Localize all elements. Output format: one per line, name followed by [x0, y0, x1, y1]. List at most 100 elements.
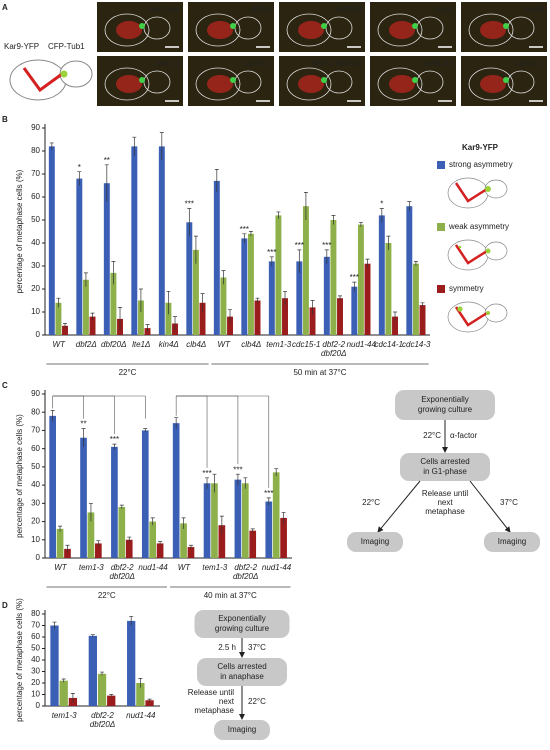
- y-tick-label: 60: [31, 192, 40, 201]
- error-bar: [221, 270, 226, 285]
- diagram-label: α-factor: [450, 431, 478, 440]
- y-tick-label: 70: [31, 169, 40, 178]
- significance: ***: [202, 469, 211, 478]
- error-bar: [90, 634, 95, 637]
- bar: [337, 298, 343, 335]
- image-label: cdc14-1: [516, 59, 544, 68]
- error-bar: [393, 311, 398, 322]
- diagram-node-text: growing culture: [215, 624, 270, 633]
- group-label: 22°C: [98, 591, 116, 600]
- diagram-arrow: [377, 480, 421, 533]
- error-bar: [138, 288, 143, 312]
- kar9-signal: [230, 77, 236, 83]
- error-bar: [219, 515, 224, 535]
- diagram-node: [395, 390, 495, 420]
- error-bar: [104, 164, 109, 202]
- y-tick-label: 10: [31, 535, 40, 544]
- y-tick-label: 10: [31, 307, 40, 316]
- y-tick-label: 30: [31, 261, 40, 270]
- kar9-signal: [503, 77, 509, 83]
- group-label: 50 min at 37°C: [293, 368, 346, 377]
- diagram-arrow: [469, 480, 511, 533]
- diagram-node: [194, 610, 290, 638]
- bar: [127, 620, 136, 706]
- legend-label: symmetry: [449, 284, 484, 293]
- error-bar: [88, 502, 93, 522]
- error-bar: [324, 249, 329, 264]
- bar: [145, 700, 154, 706]
- significance: ***: [322, 241, 331, 250]
- diagram-label: 37°C: [248, 643, 266, 652]
- bar: [302, 206, 309, 335]
- kar9-signal: [230, 23, 236, 29]
- error-bar: [283, 290, 288, 306]
- bar: [103, 183, 110, 335]
- image-label: wild type: [149, 5, 181, 14]
- error-bar: [276, 211, 281, 219]
- y-tick-label: 90: [31, 123, 40, 132]
- x-tick-label: WT: [54, 563, 68, 572]
- bar: [192, 249, 199, 335]
- bar: [378, 215, 385, 335]
- image-label: dbf2Δ: [250, 5, 271, 14]
- error-bar: [242, 233, 247, 243]
- bar: [118, 506, 126, 558]
- error-bar: [61, 678, 66, 683]
- bar: [280, 517, 287, 558]
- y-tick-label: 50: [31, 215, 40, 224]
- cell-outline: [104, 13, 150, 47]
- panel-label: B: [2, 115, 8, 124]
- x-tick-label: cdc15-1: [292, 340, 320, 349]
- error-bar: [274, 468, 279, 476]
- legend-label: weak asymmetry: [448, 222, 509, 231]
- cell-outline: [195, 13, 241, 47]
- bar: [180, 523, 187, 558]
- kar9-signal: [321, 77, 327, 83]
- tubulin: [207, 75, 233, 93]
- error-bar: [132, 136, 137, 156]
- y-tick-label: 70: [31, 621, 40, 630]
- error-bar: [188, 544, 193, 549]
- legend-kar9: [485, 248, 491, 254]
- y-tick-label: 40: [31, 655, 40, 664]
- significance: *: [78, 163, 81, 172]
- error-bar: [358, 221, 363, 227]
- y-tick-label: 50: [31, 644, 40, 653]
- diagram-label: 22°C: [423, 431, 441, 440]
- bar: [50, 625, 59, 706]
- bar: [89, 316, 96, 335]
- x-tick-label: dbf20Δ: [101, 340, 126, 349]
- significance: *: [380, 200, 383, 209]
- kar9-signal: [139, 77, 145, 83]
- x-tick-label: tem1-3: [52, 711, 77, 720]
- diagram-label: 22°C: [362, 498, 380, 507]
- bar: [125, 539, 133, 558]
- error-bar: [255, 297, 260, 303]
- diagram-node-text: growing culture: [418, 405, 473, 414]
- error-bar: [138, 678, 143, 688]
- tubulin: [207, 21, 233, 39]
- error-bar: [81, 428, 86, 447]
- x-tick-label: dbf20Δ: [233, 572, 258, 581]
- tubulin: [480, 75, 506, 93]
- error-bar: [159, 132, 164, 161]
- error-bar: [56, 297, 61, 308]
- bar: [364, 263, 371, 335]
- significance: **: [80, 420, 86, 429]
- error-bar: [143, 428, 148, 433]
- bar: [186, 222, 193, 335]
- bar: [49, 415, 56, 558]
- significance: ***: [233, 465, 242, 474]
- x-tick-label: dbf2Δ: [76, 340, 97, 349]
- bar: [330, 220, 337, 335]
- image-legend: CFP-Tub1: [48, 42, 85, 51]
- significance: ***: [295, 241, 304, 250]
- bar: [268, 261, 275, 335]
- bar: [80, 437, 87, 558]
- y-tick-label: 30: [31, 667, 40, 676]
- tubulin: [298, 75, 324, 93]
- y-axis-label: percentage of metaphase cells (%): [15, 598, 24, 722]
- bar: [392, 316, 398, 335]
- bar: [351, 286, 358, 335]
- x-tick-label: nud1-44: [126, 711, 156, 720]
